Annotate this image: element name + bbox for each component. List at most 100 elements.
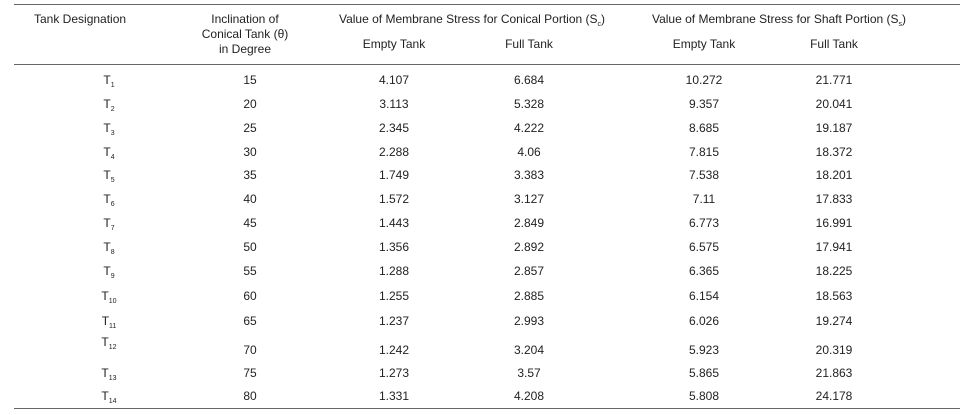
cell-shaft-full: 18.225 [815,264,853,278]
cell-conical-empty: 1.331 [378,389,410,403]
cell-shaft-full: 19.274 [815,314,853,328]
cell-shaft-empty: 7.11 [692,192,716,206]
cell-shaft-full: 16.991 [815,216,853,230]
cell-tank-designation: T8 [84,240,134,257]
cell-conical-full: 4.222 [513,121,545,135]
cell-shaft-empty: 7.538 [688,168,720,182]
table-row: T14 80 1.331 4.208 5.808 24.178 [14,389,960,411]
tank-number-subscript: 11 [109,323,117,330]
cell-shaft-full: 19.187 [815,121,853,135]
tank-number-subscript: 14 [108,398,117,405]
tank-letter: T [103,168,111,182]
cell-tank-designation: T4 [84,145,134,162]
cell-inclination: 55 [243,264,257,278]
tank-letter: T [103,97,111,111]
tank-number-subscript: 12 [108,344,117,351]
cell-shaft-empty: 5.923 [688,343,720,357]
tank-number-subscript: 10 [108,298,117,305]
tank-letter: T [103,240,111,254]
cell-conical-full: 3.204 [513,343,545,357]
cell-shaft-empty: 9.357 [688,97,720,111]
tank-letter: T [101,335,109,349]
tank-letter: T [103,145,111,159]
cell-conical-empty: 2.345 [378,121,410,135]
cell-shaft-empty: 5.865 [688,366,720,380]
cell-shaft-full: 17.941 [815,240,853,254]
tank-letter: T [103,216,111,230]
cell-shaft-empty: 6.575 [688,240,720,254]
table-row: T7 45 1.443 2.849 6.773 16.991 [14,216,960,238]
cell-inclination: 35 [243,168,257,182]
cell-conical-empty: 4.107 [378,73,410,87]
header-tank-designation: Tank Designation [34,12,127,26]
cell-inclination: 45 [243,216,257,230]
cell-tank-designation: T5 [84,168,134,185]
cell-shaft-empty: 8.685 [688,121,720,135]
cell-tank-designation: T1 [84,73,134,90]
cell-shaft-empty: 5.808 [688,389,720,403]
tank-letter: T [103,121,111,135]
cell-conical-full: 4.208 [513,389,545,403]
cell-shaft-full: 20.041 [815,97,853,111]
header-shaft-close: ) [902,12,907,26]
cell-conical-full: 2.993 [513,314,545,328]
cell-shaft-full: 24.178 [815,389,853,403]
cell-shaft-full: 18.201 [815,168,853,182]
tank-number-subscript: 4 [110,154,115,161]
header-conical-text: Value of Membrane Stress for Conical Por… [338,12,598,26]
header-shaft-empty-tank: Empty Tank [672,37,736,51]
cell-inclination: 50 [243,240,257,254]
tank-letter: T [103,192,111,206]
cell-tank-designation: T11 [84,314,134,331]
tank-number-subscript: 7 [110,225,115,232]
cell-inclination: 30 [243,145,257,159]
cell-conical-full: 2.892 [513,240,545,254]
cell-conical-full: 5.328 [513,97,545,111]
cell-inclination: 25 [243,121,257,135]
cell-conical-full: 2.849 [513,216,545,230]
header-rule [14,64,960,65]
header-inclination-line3: in Degree [218,42,272,56]
cell-inclination: 20 [243,97,257,111]
cell-conical-empty: 2.288 [378,145,410,159]
cell-tank-designation: T2 [84,97,134,114]
table-row: T6 40 1.572 3.127 7.11 17.833 [14,192,960,214]
header-shaft-text: Value of Membrane Stress for Shaft Porti… [651,12,899,26]
table-row: T11 65 1.237 2.993 6.026 19.274 [14,314,960,336]
cell-shaft-empty: 10.272 [685,73,723,87]
cell-inclination: 40 [243,192,257,206]
cell-inclination: 75 [243,366,257,380]
tank-number-subscript: 6 [110,201,115,208]
header-inclination: Inclination of Conical Tank (θ) in Degre… [190,12,300,57]
cell-inclination: 60 [243,289,257,303]
cell-conical-empty: 1.356 [378,240,410,254]
cell-shaft-empty: 6.365 [688,264,720,278]
table-row: T8 50 1.356 2.892 6.575 17.941 [14,240,960,262]
header-conical-subscript: c [597,21,602,28]
tank-letter: T [101,366,109,380]
table-row: T4 30 2.288 4.06 7.815 18.372 [14,145,960,167]
tank-letter: T [101,314,110,328]
table-row: T2 20 3.113 5.328 9.357 20.041 [14,97,960,119]
table-row: T12 70 1.242 3.204 5.923 20.319 [14,335,960,365]
cell-shaft-full: 17.833 [815,192,853,206]
header-conical-empty-tank: Empty Tank [362,37,426,51]
table-bottom-rule [14,408,960,409]
cell-conical-empty: 1.288 [378,264,410,278]
header-conical-full-tank: Full Tank [505,37,553,51]
tank-number-subscript: 8 [110,249,115,256]
cell-shaft-full: 18.563 [815,289,853,303]
tank-number-subscript: 1 [110,82,115,89]
table-top-rule [14,4,960,5]
tank-letter: T [103,264,111,278]
header-shaft-portion: Value of Membrane Stress for Shaft Porti… [614,12,944,29]
table-row: T9 55 1.288 2.857 6.365 18.225 [14,264,960,286]
tank-letter: T [101,289,109,303]
cell-conical-full: 2.885 [513,289,545,303]
cell-conical-empty: 1.749 [378,168,410,182]
cell-shaft-full: 18.372 [815,145,853,159]
cell-shaft-empty: 6.026 [688,314,720,328]
tank-number-subscript: 9 [110,273,115,280]
cell-conical-empty: 1.572 [378,192,410,206]
header-inclination-line2: Conical Tank (θ) [201,27,289,41]
